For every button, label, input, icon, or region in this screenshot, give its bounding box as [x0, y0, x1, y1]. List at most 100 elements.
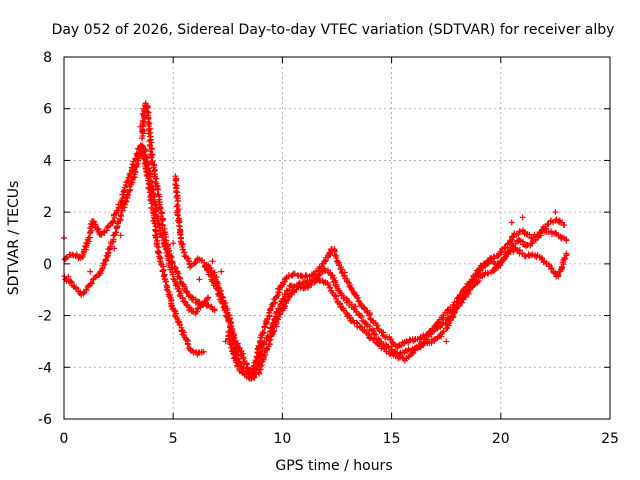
data-point — [235, 348, 242, 355]
y-tick-label: 2 — [43, 205, 52, 221]
data-point — [152, 234, 159, 241]
data-point — [434, 319, 441, 326]
data-point — [333, 254, 340, 261]
x-tick-label: 20 — [492, 431, 510, 447]
data-point — [132, 155, 139, 162]
data-point — [209, 258, 216, 265]
data-point — [258, 362, 265, 369]
data-point — [555, 218, 562, 225]
data-points — [61, 100, 570, 382]
axis-ticks — [63, 56, 611, 420]
data-point — [458, 289, 465, 296]
data-point — [354, 294, 361, 301]
data-point — [347, 284, 354, 291]
data-point — [449, 314, 456, 321]
y-tick-label: -2 — [38, 309, 52, 325]
data-point — [231, 354, 238, 361]
data-point — [337, 304, 344, 311]
data-point — [348, 304, 355, 311]
data-point — [529, 238, 536, 245]
data-point — [281, 304, 288, 311]
data-point — [159, 268, 166, 275]
x-tick-label: 0 — [60, 431, 69, 447]
data-point — [169, 259, 176, 266]
x-tick-label: 15 — [383, 431, 401, 447]
data-point — [65, 273, 72, 280]
data-point — [157, 205, 164, 212]
data-point — [184, 341, 191, 348]
data-point — [538, 232, 545, 239]
data-point — [273, 293, 280, 300]
data-point — [261, 350, 268, 357]
data-point — [495, 252, 502, 259]
data-point — [192, 259, 199, 266]
data-point — [111, 245, 118, 252]
data-point — [366, 309, 373, 316]
data-point — [139, 110, 146, 117]
data-point — [266, 336, 273, 343]
data-point — [133, 162, 140, 169]
data-point — [444, 307, 451, 314]
data-point — [117, 212, 124, 219]
data-point — [148, 154, 155, 161]
y-tick-label: 0 — [43, 257, 52, 273]
data-point — [366, 312, 373, 319]
y-tick-label: 4 — [43, 153, 52, 169]
data-point — [388, 336, 395, 343]
data-point — [337, 265, 344, 272]
data-point — [369, 327, 376, 334]
data-point — [227, 341, 234, 348]
data-point — [196, 276, 203, 283]
data-point — [227, 315, 234, 322]
data-point — [68, 278, 75, 285]
data-point — [317, 270, 324, 277]
data-point — [120, 188, 127, 195]
data-point — [468, 277, 475, 284]
data-point — [368, 334, 375, 341]
data-point — [327, 250, 334, 257]
y-tick-labels: -6 -4 -2 0 2 4 6 8 — [38, 50, 52, 428]
data-point — [155, 250, 162, 257]
data-point — [544, 221, 551, 228]
data-point — [92, 273, 99, 280]
data-point — [563, 250, 570, 257]
data-point — [451, 309, 458, 316]
data-point — [255, 369, 262, 376]
data-point — [440, 328, 447, 335]
data-point — [89, 280, 96, 287]
data-point — [205, 294, 212, 301]
data-point — [282, 303, 289, 310]
data-point — [200, 348, 207, 355]
data-point — [380, 343, 387, 350]
data-point — [477, 262, 484, 269]
data-point — [101, 228, 108, 235]
data-point — [502, 244, 509, 251]
data-point — [243, 361, 250, 368]
data-point — [169, 271, 176, 278]
data-point — [260, 329, 267, 336]
data-point — [498, 249, 505, 256]
data-point — [147, 136, 154, 143]
data-point — [117, 232, 124, 239]
chart-title: Day 052 of 2026, Sidereal Day-to-day VTE… — [52, 22, 615, 38]
data-point — [122, 199, 129, 206]
data-point — [508, 219, 515, 226]
data-point — [358, 302, 365, 309]
data-point — [153, 228, 160, 235]
x-tick-labels: 0 5 10 15 20 25 — [60, 431, 619, 447]
data-point — [294, 284, 301, 291]
data-point — [117, 216, 124, 223]
data-point — [285, 273, 292, 280]
data-point — [173, 188, 180, 195]
data-point — [110, 218, 117, 225]
data-point — [276, 286, 283, 293]
data-point — [144, 161, 151, 168]
data-point — [151, 202, 158, 209]
data-point — [519, 214, 526, 221]
data-point — [490, 268, 497, 275]
data-point — [219, 293, 226, 300]
data-point — [485, 270, 492, 277]
data-point — [561, 222, 568, 229]
data-point — [272, 299, 279, 306]
